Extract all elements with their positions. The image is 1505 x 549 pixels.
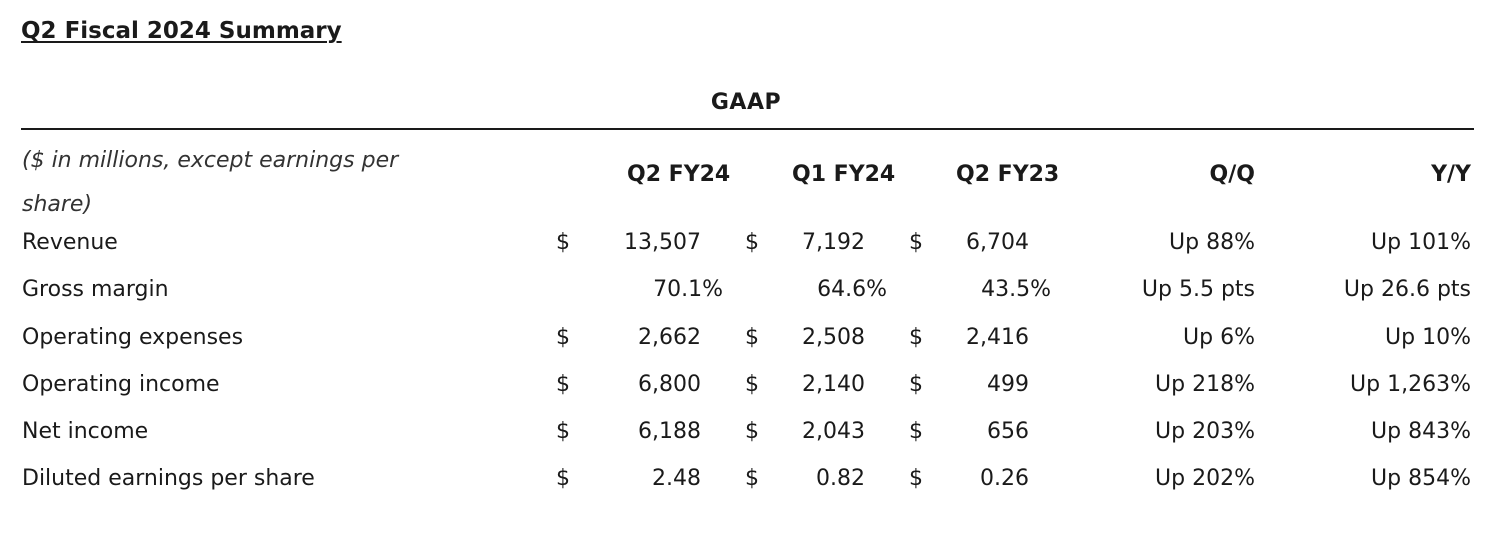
table-cell-yy: Up 843%: [1371, 419, 1471, 444]
currency-symbol: $: [556, 230, 570, 255]
units-note: ($ in millions, except earnings per shar…: [22, 148, 399, 217]
table-cell: 2,043: [802, 419, 865, 444]
table-cell: 2,140: [802, 372, 865, 397]
currency-symbol: $: [745, 230, 759, 255]
table-cell-qq: Up 6%: [1183, 325, 1255, 350]
table-cell-yy: Up 10%: [1385, 325, 1471, 350]
table-cell: 6,704: [966, 230, 1029, 255]
currency-symbol: $: [909, 466, 923, 491]
table-cell-yy: Up 1,263%: [1350, 372, 1471, 397]
table-cell: 43.5%: [981, 277, 1051, 302]
row-label: Operating expenses: [22, 325, 244, 350]
table-cell: 656: [987, 419, 1029, 444]
table-cell: 7,192: [802, 230, 865, 255]
row-label: Revenue: [22, 230, 118, 255]
table-cell: 2,662: [638, 325, 701, 350]
table-cell-qq: Up 88%: [1169, 230, 1255, 255]
currency-symbol: $: [556, 419, 570, 444]
page-title: Q2 Fiscal 2024 Summary: [21, 18, 342, 44]
table-cell: 64.6%: [817, 277, 887, 302]
table-cell: 0.26: [980, 466, 1029, 491]
row-label: Operating income: [22, 372, 220, 397]
currency-symbol: $: [556, 325, 570, 350]
table-cell: 6,800: [638, 372, 701, 397]
table-cell-yy: Up 101%: [1371, 230, 1471, 255]
table-cell: 2.48: [652, 466, 701, 491]
row-label: Net income: [22, 419, 149, 444]
currency-symbol: $: [909, 419, 923, 444]
table-cell: 6,188: [638, 419, 701, 444]
column-header-qq: Q/Q: [1209, 162, 1255, 187]
table-cell: 70.1%: [653, 277, 723, 302]
table-cell: 0.82: [816, 466, 865, 491]
currency-symbol: $: [909, 372, 923, 397]
table-cell-yy: Up 854%: [1371, 466, 1471, 491]
currency-symbol: $: [745, 466, 759, 491]
row-label: Gross margin: [22, 277, 169, 302]
table-cell: 499: [987, 372, 1029, 397]
currency-symbol: $: [556, 466, 570, 491]
table-cell-qq: Up 5.5 pts: [1141, 277, 1255, 302]
table-cell: 13,507: [624, 230, 701, 255]
table-cell: 2,508: [802, 325, 865, 350]
table-cell-qq: Up 202%: [1155, 466, 1255, 491]
column-header-yy: Y/Y: [1431, 162, 1471, 187]
table-cell-qq: Up 203%: [1155, 419, 1255, 444]
column-header-q2-fy24: Q2 FY24: [627, 162, 731, 187]
table-cell-yy: Up 26.6 pts: [1343, 277, 1471, 302]
column-header-q2-fy23: Q2 FY23: [956, 162, 1060, 187]
currency-symbol: $: [745, 372, 759, 397]
table-cell: 2,416: [966, 325, 1029, 350]
section-header-gaap: GAAP: [710, 90, 782, 115]
currency-symbol: $: [556, 372, 570, 397]
currency-symbol: $: [745, 325, 759, 350]
table-cell-qq: Up 218%: [1155, 372, 1255, 397]
column-header-q1-fy24: Q1 FY24: [792, 162, 896, 187]
currency-symbol: $: [909, 230, 923, 255]
row-label: Diluted earnings per share: [22, 466, 315, 491]
currency-symbol: $: [909, 325, 923, 350]
header-divider: [21, 128, 1474, 130]
currency-symbol: $: [745, 419, 759, 444]
